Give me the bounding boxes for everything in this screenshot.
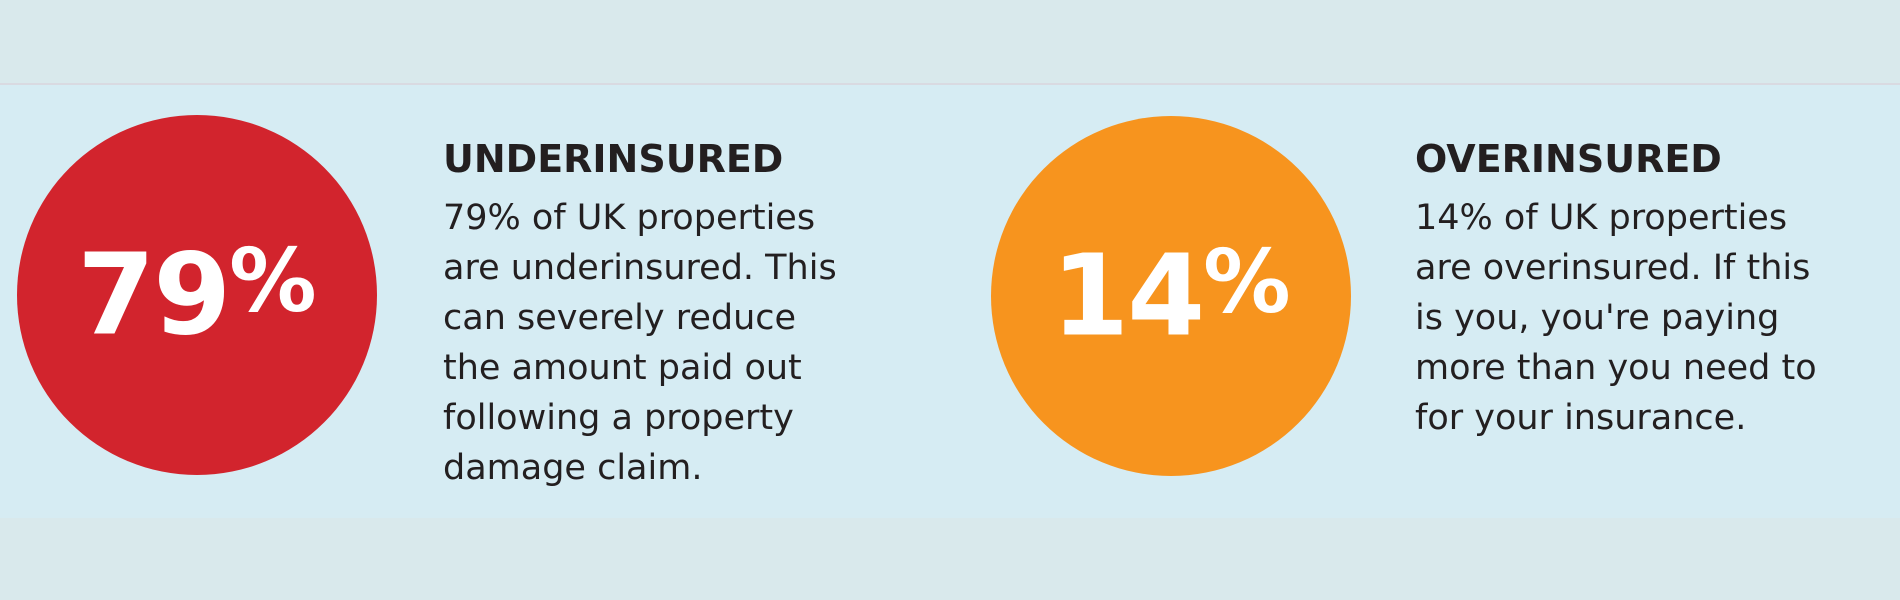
underinsured-heading: UNDERINSURED — [443, 137, 784, 181]
underinsured-description: 79% of UK properties are underinsured. T… — [443, 198, 837, 488]
overinsured-description: 14% of UK properties are overinsured. If… — [1415, 198, 1817, 438]
top-band — [0, 0, 1900, 83]
underinsured-percentage: 79% — [77, 237, 316, 351]
percent-sign: % — [1203, 231, 1291, 334]
overinsured-heading: OVERINSURED — [1415, 137, 1722, 181]
overinsured-percentage: 14% — [1051, 238, 1290, 352]
percent-sign: % — [229, 230, 317, 333]
underinsured-value: 79 — [77, 230, 231, 361]
underinsured-text-block: UNDERINSURED 79% of UK properties are un… — [443, 138, 923, 493]
bottom-band — [0, 518, 1900, 600]
overinsured-value: 14 — [1051, 231, 1205, 362]
section-divider-line — [0, 83, 1900, 85]
overinsured-text-block: OVERINSURED 14% of UK properties are ove… — [1415, 138, 1895, 443]
overinsured-stat-circle: 14% — [991, 116, 1351, 476]
underinsured-stat-circle: 79% — [17, 115, 377, 475]
